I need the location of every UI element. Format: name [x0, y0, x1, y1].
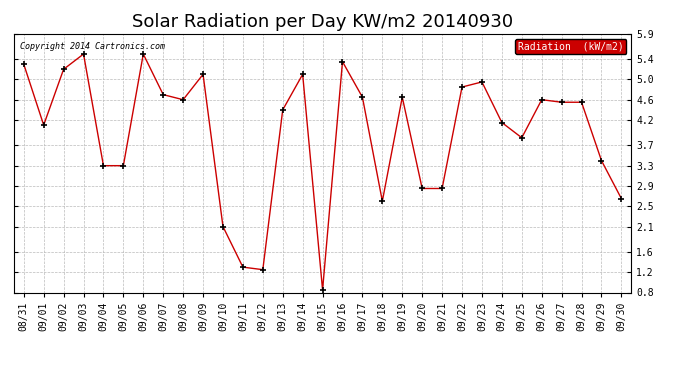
Text: Copyright 2014 Cartronics.com: Copyright 2014 Cartronics.com: [20, 42, 165, 51]
Legend: Radiation  (kW/m2): Radiation (kW/m2): [515, 39, 627, 54]
Title: Solar Radiation per Day KW/m2 20140930: Solar Radiation per Day KW/m2 20140930: [132, 13, 513, 31]
